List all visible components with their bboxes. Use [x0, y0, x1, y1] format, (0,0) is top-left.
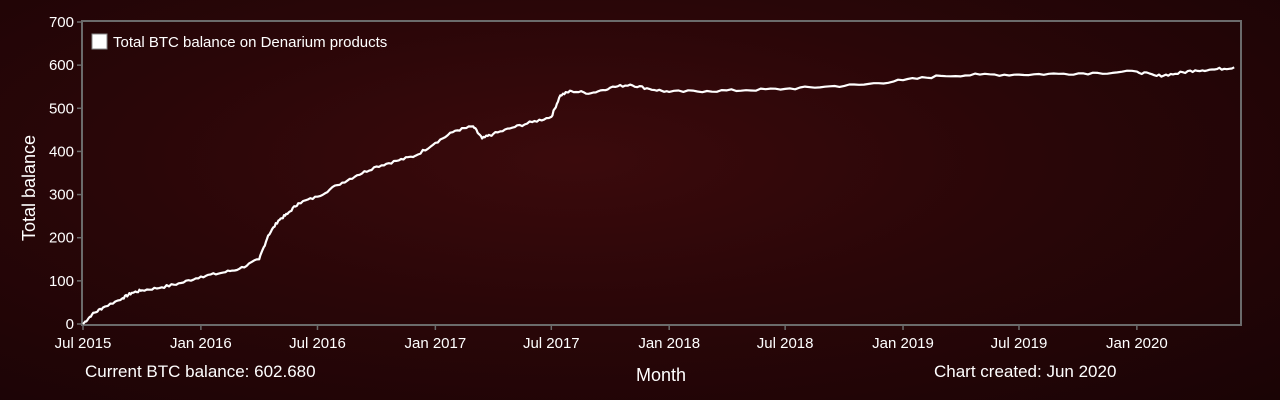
y-tick-label: 300 — [49, 187, 74, 204]
y-tick-label: 500 — [49, 100, 74, 117]
y-tick-label: 600 — [49, 57, 74, 74]
y-tick-label: 400 — [49, 143, 74, 160]
x-tick-label: Jul 2018 — [757, 335, 814, 352]
series-line — [82, 66, 1235, 325]
x-tick-label: Jan 2019 — [872, 335, 934, 352]
x-tick-label: Jan 2018 — [638, 335, 700, 352]
x-tick-label: Jul 2019 — [991, 335, 1048, 352]
x-axis-ticks: Jul 2015 Jan 2016 Jul 2016 Jan 2017 Jul 2017… — [55, 324, 1168, 352]
y-tick-label: 100 — [49, 273, 74, 290]
plot-frame — [81, 20, 1242, 326]
y-axis-title: Total balance — [19, 135, 39, 241]
chart-created-label: Chart created: Jun 2020 — [934, 362, 1116, 381]
x-tick-label: Jan 2017 — [404, 335, 466, 352]
x-axis-title: Month — [636, 365, 686, 385]
x-tick-label: Jul 2017 — [523, 335, 580, 352]
x-tick-label: Jan 2020 — [1106, 335, 1168, 352]
y-tick-label: 200 — [49, 230, 74, 247]
y-axis-ticks: 0 100 200 300 400 500 600 700 — [49, 14, 83, 333]
current-balance-label: Current BTC balance: 602.680 — [85, 362, 316, 381]
x-tick-label: Jan 2016 — [170, 335, 232, 352]
x-tick-label: Jul 2016 — [289, 335, 346, 352]
y-tick-label: 700 — [49, 14, 74, 31]
legend-label: Total BTC balance on Denarium products — [113, 34, 387, 51]
legend: Total BTC balance on Denarium products — [91, 33, 387, 51]
legend-swatch — [91, 33, 108, 50]
y-tick-label: 0 — [66, 316, 74, 333]
x-tick-label: Jul 2015 — [55, 335, 112, 352]
